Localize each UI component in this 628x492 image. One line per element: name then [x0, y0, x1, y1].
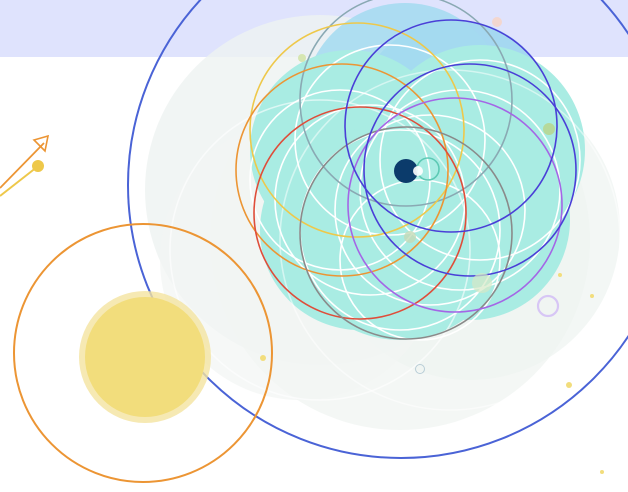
yellow-dot [590, 294, 594, 298]
small-dots [260, 17, 604, 474]
tiny-ring [415, 364, 425, 374]
indigo-orbit [363, 63, 577, 277]
orbit-rings [235, 0, 577, 340]
white-ring [294, 44, 486, 236]
green-dot [404, 231, 416, 243]
yellow-dot [298, 54, 306, 62]
yellow-dot [260, 355, 266, 361]
orange-orbit [235, 63, 449, 277]
white-ring [334, 114, 526, 306]
yellow-dot [600, 470, 604, 474]
pink-dot [492, 17, 502, 27]
white-ring [279, 69, 621, 411]
yellow-node [32, 160, 44, 172]
green-dot [472, 273, 492, 293]
yellow-dot [558, 273, 562, 277]
arrow-icon [0, 134, 50, 197]
orange-sun-orbit [13, 223, 273, 483]
gray-orbit [299, 0, 513, 207]
yellow-dot [566, 382, 572, 388]
big-blue-orbit [127, 0, 628, 459]
red-orbit [253, 106, 467, 320]
white-ring [339, 179, 501, 341]
purple-orbit [347, 97, 563, 313]
white-ring [379, 59, 581, 261]
green-dot [543, 123, 555, 135]
indigo-upper-orbit [344, 19, 558, 233]
yellow-orbit [249, 22, 465, 238]
white-ring [359, 89, 561, 291]
planet-dot-icon [394, 159, 418, 183]
gray-lower-orbit [299, 126, 513, 340]
lavender-ring [536, 294, 560, 318]
white-ring [169, 99, 471, 401]
small-white-dot [413, 166, 423, 176]
sun-icon [85, 297, 205, 417]
